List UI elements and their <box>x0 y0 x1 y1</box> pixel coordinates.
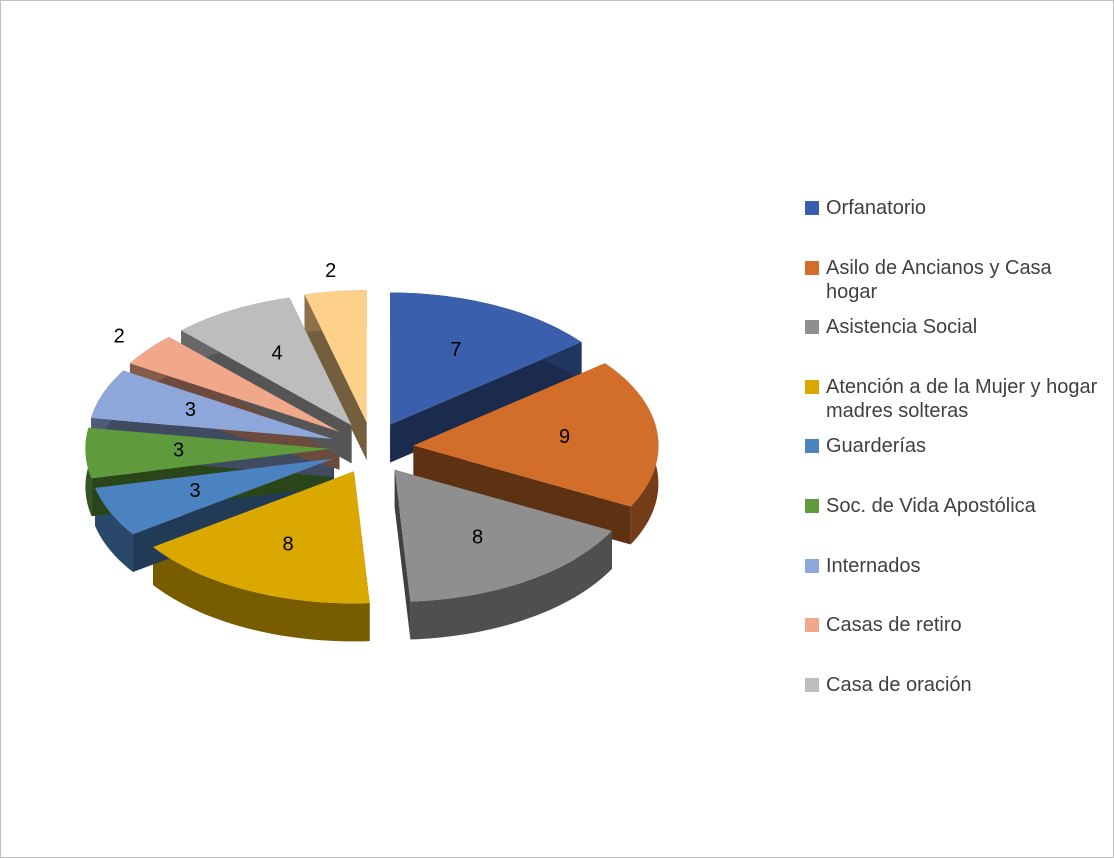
slice-top <box>181 297 352 426</box>
legend-swatch <box>805 618 819 633</box>
data-label: 4 <box>271 342 282 364</box>
legend-item: Internados <box>805 554 1101 578</box>
legend-item: Atención a de la Mujer y hogar madres so… <box>805 375 1101 423</box>
legend-item: Casas de retiro <box>805 613 1101 637</box>
legend-swatch <box>805 499 819 513</box>
legend-label: Orfanatorio <box>826 197 927 219</box>
legend-label: Internados <box>826 554 921 577</box>
slice-side <box>153 546 370 642</box>
slice-top <box>413 363 659 507</box>
legend-item: Asilo de Ancianos y Casa hogar <box>805 256 1101 304</box>
legend-label: Casa de oración <box>826 673 972 696</box>
slice-top <box>390 292 582 425</box>
slice-top <box>95 458 334 535</box>
legend-swatch <box>805 677 819 692</box>
slice-top <box>91 370 333 440</box>
legend-label: Casas de retiro <box>826 614 962 637</box>
legend-swatch <box>805 439 819 454</box>
data-label: 3 <box>185 399 196 421</box>
slice-top <box>85 427 331 479</box>
slice-wall <box>304 294 367 461</box>
legend-label: Soc. de Vida Apostólica <box>826 495 1036 517</box>
slice-top <box>129 336 340 432</box>
slice-top <box>304 290 367 423</box>
legend-swatch <box>805 379 819 394</box>
legend-swatch <box>805 558 819 573</box>
slice-top <box>394 469 612 602</box>
legend-swatch <box>805 320 819 335</box>
legend-item: Casa de oración <box>805 673 1101 697</box>
slice-wall <box>390 342 582 463</box>
legend-label: Asistencia Social <box>826 316 978 339</box>
legend-label: Atención a de la Mujer y hogar madres so… <box>826 375 1098 422</box>
slice-side <box>410 530 612 640</box>
slice-top <box>153 471 370 604</box>
legend-item: Guarderías <box>805 434 1101 458</box>
data-label: 3 <box>189 480 200 502</box>
legend-swatch <box>805 201 819 215</box>
slice-wall <box>394 469 411 640</box>
legend-item: Asistencia Social <box>805 315 1101 339</box>
legend-item: Soc. de Vida Apostólica <box>805 494 1101 518</box>
legend-swatch <box>805 260 819 275</box>
legend-item: Orfanatorio <box>805 196 1101 220</box>
data-label: 2 <box>114 325 125 347</box>
data-label: 7 <box>450 339 461 361</box>
legend-label: Asilo de Ancianos y Casa hogar <box>826 256 1052 303</box>
data-label: 8 <box>472 527 483 549</box>
data-label: 8 <box>282 533 293 555</box>
data-label: 9 <box>559 426 570 448</box>
data-label: 3 <box>173 440 184 462</box>
legend-label: Guarderías <box>826 435 927 458</box>
data-label: 2 <box>325 260 336 282</box>
slice-wall <box>413 445 631 545</box>
